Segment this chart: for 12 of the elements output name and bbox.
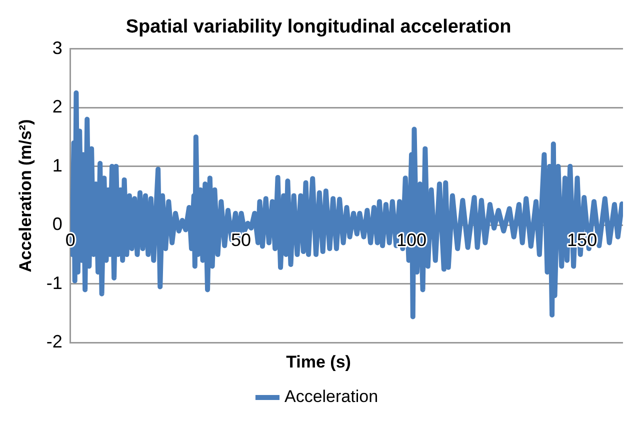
- x-axis-title: Time (s): [286, 352, 351, 372]
- y-tick-label: -2: [46, 332, 62, 352]
- y-tick-label: -1: [46, 272, 62, 293]
- x-tick-label: 100: [396, 230, 427, 250]
- legend-label: Acceleration: [284, 387, 378, 406]
- y-tick-label: 2: [52, 96, 62, 117]
- y-tick-label: 1: [52, 155, 62, 176]
- y-axis-title: Acceleration (m/s²): [16, 119, 35, 272]
- x-tick-label: 50: [230, 230, 251, 250]
- y-tick-label: 0: [52, 214, 62, 234]
- chart-title: Spatial variability longitudinal acceleration: [126, 16, 512, 38]
- y-tick-label: 3: [52, 38, 62, 58]
